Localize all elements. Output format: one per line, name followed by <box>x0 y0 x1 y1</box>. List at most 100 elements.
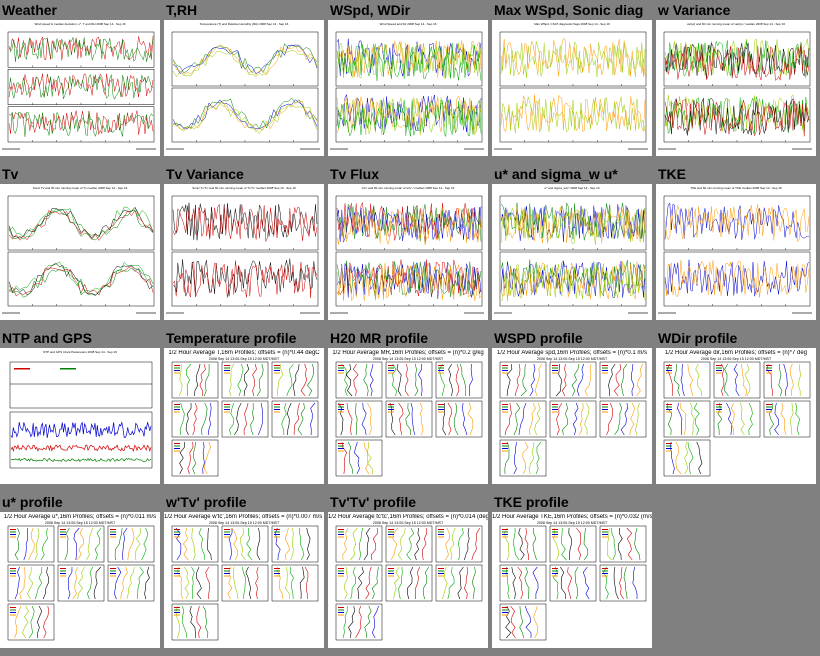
legend-mark <box>10 570 16 572</box>
legend-mark <box>60 536 66 538</box>
legend-mark <box>602 568 608 569</box>
plot-frame <box>335 251 483 307</box>
profile-line <box>447 566 455 600</box>
profile-line <box>518 527 525 561</box>
profile-line <box>724 363 729 397</box>
profile-line <box>243 363 250 397</box>
plot-thumbnail-weather[interactable]: Wind speed & median deviation, u*, T and… <box>0 20 160 156</box>
legend-mark <box>10 612 16 613</box>
legend-mark <box>174 607 180 608</box>
footer-mark <box>628 312 648 314</box>
legend-mark <box>274 573 280 574</box>
series-line <box>8 37 154 62</box>
profile-frame <box>549 400 597 438</box>
profile-line <box>471 566 476 600</box>
profile-line <box>636 363 644 397</box>
profile-frame <box>7 525 55 563</box>
plot-thumbnail-wspd-wdir[interactable]: Wind Speed and Dir 2008 Sep 14 - Sep 16 <box>328 20 488 156</box>
profile-line <box>285 566 290 600</box>
legend-mark <box>224 406 230 408</box>
profile-line <box>623 566 628 600</box>
profile-line <box>72 566 79 600</box>
profile-line <box>730 402 735 436</box>
legend-mark <box>602 367 608 369</box>
profile-subheading: 2008 Sep 14 13:00-Sep 15 12:00 MDT/MST <box>372 521 444 525</box>
legend-mark <box>338 445 344 447</box>
profile-frame <box>435 525 483 563</box>
legend-mark <box>338 534 344 535</box>
profile-line <box>739 402 745 436</box>
legend-mark <box>388 575 394 577</box>
plot-thumbnail-wdir-profile[interactable]: 1/2 Hour Average dir,16m Profiles; offse… <box>656 348 816 484</box>
profile-line <box>202 441 205 475</box>
profile-line <box>299 566 305 600</box>
legend-mark <box>666 450 672 452</box>
legend-mark <box>10 614 16 616</box>
profile-line <box>284 527 291 561</box>
profile-line <box>277 363 284 397</box>
profile-line <box>397 527 406 561</box>
legend-mark <box>224 568 230 569</box>
profile-line <box>717 402 723 436</box>
legend-mark <box>666 372 672 374</box>
plot-thumbnail-h2o-mr-profile[interactable]: 1/2 Hour Average MR,16m Profiles; offset… <box>328 348 488 484</box>
profile-line <box>690 402 695 436</box>
profile-line <box>780 402 787 436</box>
profile-line <box>578 402 584 436</box>
profile-line <box>696 441 703 475</box>
profile-line <box>529 363 536 397</box>
plot-thumbnail-tv-flux[interactable]: w'tv' and 60 min running mean of w'tv' /… <box>328 184 488 320</box>
series-line <box>8 206 154 239</box>
plot-caption: Temperature (T) and Relative Humidity (R… <box>199 22 289 26</box>
plot-thumbnail-tv-variance[interactable]: Sonic Tv'Tv' and 60 min running mean of … <box>164 184 324 320</box>
legend-mark <box>10 536 16 538</box>
plot-caption: var(w) and 60 min running mean of var(w)… <box>686 22 786 26</box>
plot-thumbnail-max-wspd[interactable]: Max WSpd, CSAT diagnostic flags 2008 Sep… <box>492 20 652 156</box>
legend-mark <box>666 370 672 371</box>
legend-mark <box>60 570 66 572</box>
plot-thumbnail-tv[interactable]: Sonic Tv and 30 min running mean of Tv m… <box>0 184 160 320</box>
plot-frame <box>171 195 319 251</box>
plot-thumbnail-wspd-profile[interactable]: 1/2 Hour Average spd,16m Profiles; offse… <box>492 348 652 484</box>
legend-mark <box>502 536 508 538</box>
legend-mark <box>338 370 344 371</box>
profile-line <box>422 527 428 561</box>
profile-line <box>114 527 123 561</box>
profile-line <box>582 566 590 600</box>
legend-mark <box>666 365 672 366</box>
profile-line <box>513 527 520 561</box>
plot-thumbnail-ustar-sigma[interactable]: u* and sigma_w/u* 2008 Sep 14 - Sep 16 <box>492 184 652 320</box>
plot-frame <box>7 195 155 251</box>
legend-mark <box>502 445 508 447</box>
legend-mark <box>174 367 180 369</box>
series-line <box>336 38 482 77</box>
legend-mark <box>552 404 558 405</box>
profile-heading: 1/2 Hour Average dir,16m Profiles; offse… <box>664 350 808 356</box>
plot-caption: Max WSpd, CSAT diagnostic flags 2008 Sep… <box>534 22 610 26</box>
footer-mark <box>300 312 320 314</box>
plot-thumbnail-tke-profile[interactable]: 1/2 Hour Average TKE,16m Profiles; offse… <box>492 512 652 648</box>
plot-title-tv: Tv <box>2 166 19 182</box>
profile-line <box>555 363 563 397</box>
plot-thumbnail-tvtv-profile[interactable]: 1/2 Hour Average tc'tc',16m Profiles; of… <box>328 512 488 648</box>
plot-graphic <box>494 31 648 150</box>
plot-thumbnail-w-variance[interactable]: var(w) and 60 min running mean of var(w)… <box>656 20 816 156</box>
profile-line <box>347 441 354 475</box>
profile-line <box>457 566 464 600</box>
plot-thumbnail-temperature-profile[interactable]: 1/2 Hour Average T,16m Profiles; offsets… <box>164 348 324 484</box>
profile-heading: 1/2 Hour Average spd,16m Profiles; offse… <box>496 350 648 356</box>
profile-line <box>185 363 192 397</box>
profile-line <box>445 527 450 561</box>
profile-line <box>524 566 530 600</box>
footer-mark <box>2 312 20 314</box>
legend-mark <box>602 575 608 577</box>
plot-thumbnail-ustar-profile[interactable]: 1/2 Hour Average u*,16m Profiles; offset… <box>0 512 160 648</box>
plot-thumbnail-tke[interactable]: TKE and 60 min running mean of TKE media… <box>656 184 816 320</box>
plot-thumbnail-wtv-profile[interactable]: 1/2 Hour Average w'tc',16m Profiles; off… <box>164 512 324 648</box>
plot-thumbnail-ntp-gps[interactable]: NTP and GPS Clock Parameters 2008 Sep 14… <box>0 348 160 484</box>
profile-line <box>343 566 349 600</box>
series-line <box>500 38 646 77</box>
profile-frame <box>499 361 547 399</box>
footer-mark <box>464 148 484 150</box>
plot-thumbnail-t-rh[interactable]: Temperature (T) and Relative Humidity (R… <box>164 20 324 156</box>
